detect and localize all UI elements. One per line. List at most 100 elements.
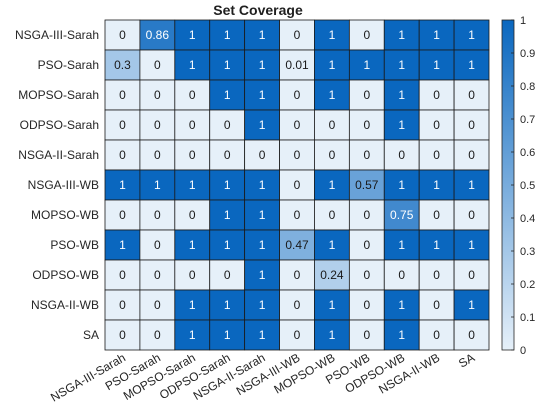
cell-value-label: 1 [259, 298, 266, 312]
heatmap-cell [174, 109, 211, 141]
cell-value-label: 0.57 [355, 178, 379, 192]
cell-value-label: 0 [119, 208, 126, 222]
cell-value-label: 0 [294, 298, 301, 312]
cell-value-label: 0 [363, 148, 370, 162]
heatmap-cell [104, 19, 141, 51]
cell-value-label: 1 [329, 88, 336, 102]
cell-value-label: 1 [433, 28, 440, 42]
cell-value-label: 0 [433, 328, 440, 342]
column-labels: NSGA-III-SarahPSO-SarahMOPSO-SarahODPSO-… [48, 350, 477, 404]
cell-value-label: 0 [294, 178, 301, 192]
heatmap-cell [418, 319, 455, 351]
heatmap-cell [209, 199, 246, 231]
cell-value-label: 1 [433, 58, 440, 72]
cell-value-label: 0 [294, 268, 301, 282]
cell-value-label: 1 [259, 268, 266, 282]
colorbar-tick-label: 0.7 [520, 114, 535, 126]
cell-value-label: 1 [224, 238, 231, 252]
row-label: NSGA-III-WB [28, 178, 99, 192]
cell-value-label: 0 [154, 118, 161, 132]
row-label: MOPSO-Sarah [18, 88, 99, 102]
heatmap-cell [383, 79, 420, 111]
cell-value-label: 0 [433, 298, 440, 312]
cell-value-label: 1 [398, 88, 405, 102]
cell-value-label: 1 [224, 208, 231, 222]
cell-value-label: 0 [363, 238, 370, 252]
cell-value-label: 1 [259, 28, 266, 42]
colorbar-tick-label: 0.1 [520, 312, 535, 324]
cell-value-label: 1 [224, 178, 231, 192]
heatmap-cell [104, 319, 141, 351]
cell-value-label: 1 [189, 238, 196, 252]
cell-value-label: 0 [189, 118, 196, 132]
heatmap-cell [418, 199, 455, 231]
cell-value-label: 0 [189, 268, 196, 282]
cell-value-label: 1 [119, 178, 126, 192]
cell-value-label: 1 [329, 328, 336, 342]
heatmap-cell [453, 169, 490, 201]
chart-title: Set Coverage [213, 2, 303, 18]
heatmap-cell [174, 139, 211, 171]
cell-value-label: 0 [154, 148, 161, 162]
cell-value-label: 1 [224, 328, 231, 342]
colorbar: 0 0.1 0.2 0.3 0.4 0.5 0.6 0.7 0.8 0.9 1 [501, 15, 535, 357]
heatmap-cell [453, 259, 490, 291]
cell-value-label: 0 [363, 208, 370, 222]
cell-value-label: 1 [119, 238, 126, 252]
cell-value-label: 0.01 [285, 58, 309, 72]
heatmap-cell [244, 229, 280, 261]
colorbar-tick-label: 0.2 [520, 279, 535, 291]
row-label: PSO-Sarah [38, 58, 99, 72]
cell-value-label: 1 [259, 88, 266, 102]
cell-value-label: 1 [189, 58, 196, 72]
cell-value-label: 1 [398, 238, 405, 252]
cell-value-label: 0 [433, 208, 440, 222]
heatmap-cell [383, 199, 420, 231]
cell-value-label: 0 [363, 268, 370, 282]
cell-value-label: 1 [398, 28, 405, 42]
cell-value-label: 1 [259, 328, 266, 342]
colorbar-tick-label: 0.4 [520, 213, 535, 225]
cell-value-label: 0 [119, 88, 126, 102]
heatmap-cell [104, 169, 141, 201]
cell-value-label: 0 [294, 118, 301, 132]
row-label: NSGA-III-Sarah [15, 28, 99, 42]
cell-value-label: 1 [433, 238, 440, 252]
cell-value-label: 1 [259, 58, 266, 72]
cell-value-label: 1 [329, 298, 336, 312]
cell-value-label: 0 [154, 238, 161, 252]
heatmap-cell [348, 199, 385, 231]
heatmap-cell [383, 169, 420, 201]
cell-value-label: 1 [189, 298, 196, 312]
heatmap-cell [279, 319, 315, 351]
heatmap-cell [104, 49, 141, 81]
cell-value-label: 1 [259, 238, 266, 252]
colorbar-tick-label: 0.3 [520, 246, 535, 258]
heatmap-cell [314, 139, 350, 171]
cell-value-label: 0 [433, 268, 440, 282]
heatmap-cell [279, 229, 315, 261]
heatmap-cell [348, 259, 385, 291]
cell-value-label: 1 [154, 178, 161, 192]
cell-value-label: 1 [433, 178, 440, 192]
heatmap-cell [139, 229, 176, 261]
cell-value-label: 0 [433, 88, 440, 102]
heatmap-cell [453, 199, 490, 231]
heatmap-cell [383, 289, 420, 321]
cell-value-label: 0 [468, 118, 475, 132]
row-label: ODPSO-Sarah [20, 118, 99, 132]
heatmap-cell [453, 139, 490, 171]
heatmap-cell [348, 49, 385, 81]
heatmap-cell [314, 109, 350, 141]
heatmap-cell [279, 139, 315, 171]
cell-value-label: 0 [154, 268, 161, 282]
heatmap-cell [104, 139, 141, 171]
cell-value-label: 1 [224, 298, 231, 312]
cell-value-label: 0 [119, 328, 126, 342]
heatmap-cell [348, 319, 385, 351]
cell-value-label: 0 [189, 88, 196, 102]
cell-value-label: 0 [294, 88, 301, 102]
cell-value-label: 0 [468, 148, 475, 162]
cell-value-label: 1 [398, 58, 405, 72]
cell-value-label: 0 [294, 208, 301, 222]
